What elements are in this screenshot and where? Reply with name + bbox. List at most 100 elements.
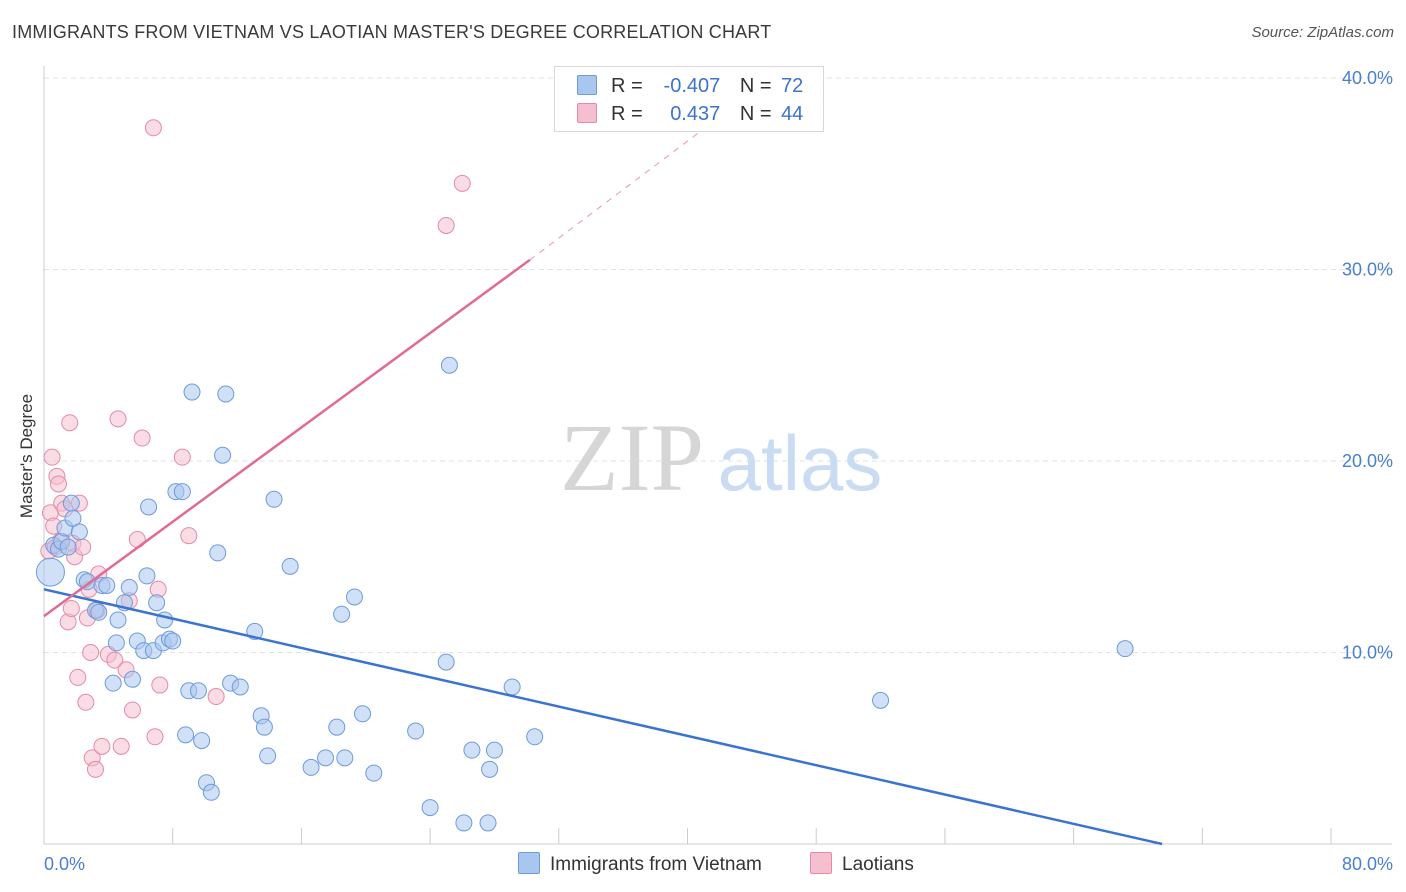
vietnam-point <box>109 611 127 629</box>
vietnam-point <box>526 728 544 746</box>
vietnam-point <box>104 674 122 692</box>
vietnam-point <box>354 705 372 723</box>
laotians-point <box>93 737 111 755</box>
laotians-point <box>106 651 124 669</box>
legend-row-vietnam: R = -0.407 N = 72 <box>577 75 803 99</box>
vietnam-point <box>437 653 455 671</box>
vietnam-point <box>164 632 182 650</box>
vietnam-point <box>872 691 890 709</box>
laotians-point <box>123 701 141 719</box>
vietnam-point <box>333 605 351 623</box>
laotians-point <box>69 668 87 686</box>
legend-r-value: 0.437 <box>670 103 721 125</box>
series-legend-vietnam: Immigrants from Vietnam <box>518 852 762 876</box>
vietnam-point <box>193 732 211 750</box>
vietnam-point <box>255 718 273 736</box>
vietnam-point <box>345 588 363 606</box>
vietnam-point <box>421 799 439 817</box>
laotians-point <box>74 538 92 556</box>
vietnam-point <box>120 578 138 596</box>
vietnam-point <box>123 670 141 688</box>
vietnam-point <box>62 494 80 512</box>
laotians-point <box>453 174 471 192</box>
vietnam-point <box>183 383 201 401</box>
vietnam-point <box>317 749 335 767</box>
laotians-point <box>43 448 61 466</box>
vietnam-point <box>140 498 158 516</box>
chart-title: IMMIGRANTS FROM VIETNAM VS LAOTIAN MASTE… <box>12 22 772 42</box>
laotians-point <box>151 676 169 694</box>
vietnam-point <box>281 557 299 575</box>
legend-swatch-pink <box>577 103 597 123</box>
series-label-vietnam: Immigrants from Vietnam <box>550 854 762 875</box>
laotians-trend-line <box>43 258 531 618</box>
grid-lines <box>44 77 1392 653</box>
vietnam-point <box>173 483 191 501</box>
laotians-point <box>82 644 100 661</box>
vietnam-point <box>90 603 108 621</box>
vietnam-points <box>35 356 1134 832</box>
legend-row-laotians: R = 0.437 N = 44 <box>577 103 803 127</box>
legend-r-value: -0.407 <box>663 75 721 97</box>
vietnam-point <box>302 758 320 776</box>
vietnam-point <box>503 678 521 696</box>
vietnam-point <box>485 741 503 759</box>
legend-n-label: N = <box>739 75 772 97</box>
series-swatch-blue <box>518 852 540 874</box>
watermark-atlas: atlas <box>718 419 883 507</box>
series-swatch-pink <box>810 852 832 874</box>
vietnam-point <box>336 749 354 767</box>
vietnam-point <box>209 544 227 562</box>
y-tick-label: 10.0% <box>1342 643 1393 663</box>
y-tick-label: 40.0% <box>1342 68 1393 88</box>
legend-n-value: 44 <box>781 103 804 125</box>
laotians-point <box>49 475 67 493</box>
laotians-point <box>77 693 95 711</box>
laotians-point <box>61 414 79 432</box>
vietnam-point <box>189 682 207 700</box>
laotians-point <box>62 599 80 617</box>
legend-r-label: R = <box>611 103 643 125</box>
y-axis-title: Master's Degree <box>17 394 36 518</box>
vietnam-point <box>98 576 116 594</box>
source-label: Source: ZipAtlas.com <box>1251 24 1394 41</box>
vietnam-trend-line <box>43 588 1163 846</box>
x-tick-label: 0.0% <box>44 854 85 874</box>
vietnam-point <box>407 722 425 740</box>
legend-n-label: N = <box>739 103 772 125</box>
legend-swatch-blue <box>577 75 597 95</box>
vietnam-point <box>138 567 156 585</box>
watermark: ZIP atlas <box>560 404 882 511</box>
legend-n-value: 72 <box>781 75 804 97</box>
x-tick-label: 80.0% <box>1342 854 1393 874</box>
vietnam-point <box>479 814 497 832</box>
vietnam-point <box>440 356 458 374</box>
laotians-point <box>180 527 198 545</box>
vietnam-point <box>70 523 88 541</box>
vietnam-point <box>214 446 232 464</box>
series-label-laotians: Laotians <box>842 854 914 875</box>
series-legend-laotians: Laotians <box>810 852 914 876</box>
correlation-legend: R = -0.407 N = 72 R = 0.437 N = 44 <box>554 66 824 132</box>
laotians-point <box>109 410 127 428</box>
laotians-point <box>437 216 455 234</box>
vietnam-point <box>481 760 499 778</box>
vietnam-point <box>202 783 220 801</box>
vietnam-point <box>365 764 383 782</box>
laotians-point <box>173 448 191 466</box>
vietnam-point <box>259 747 277 765</box>
laotians-points <box>40 119 471 778</box>
vietnam-point <box>177 726 195 744</box>
vietnam-point <box>107 634 125 652</box>
vietnam-point <box>328 718 346 736</box>
y-tick-label: 30.0% <box>1342 260 1393 280</box>
vietnam-point <box>217 385 235 403</box>
vietnam-point <box>59 538 77 556</box>
vietnam-point <box>265 490 283 508</box>
vietnam-point <box>1116 640 1134 658</box>
series-legend: Immigrants from Vietnam Laotians <box>0 852 1406 878</box>
laotians-point <box>207 688 225 706</box>
vietnam-point <box>455 814 473 832</box>
laotians-point <box>144 119 162 137</box>
vietnam-point <box>231 678 249 696</box>
